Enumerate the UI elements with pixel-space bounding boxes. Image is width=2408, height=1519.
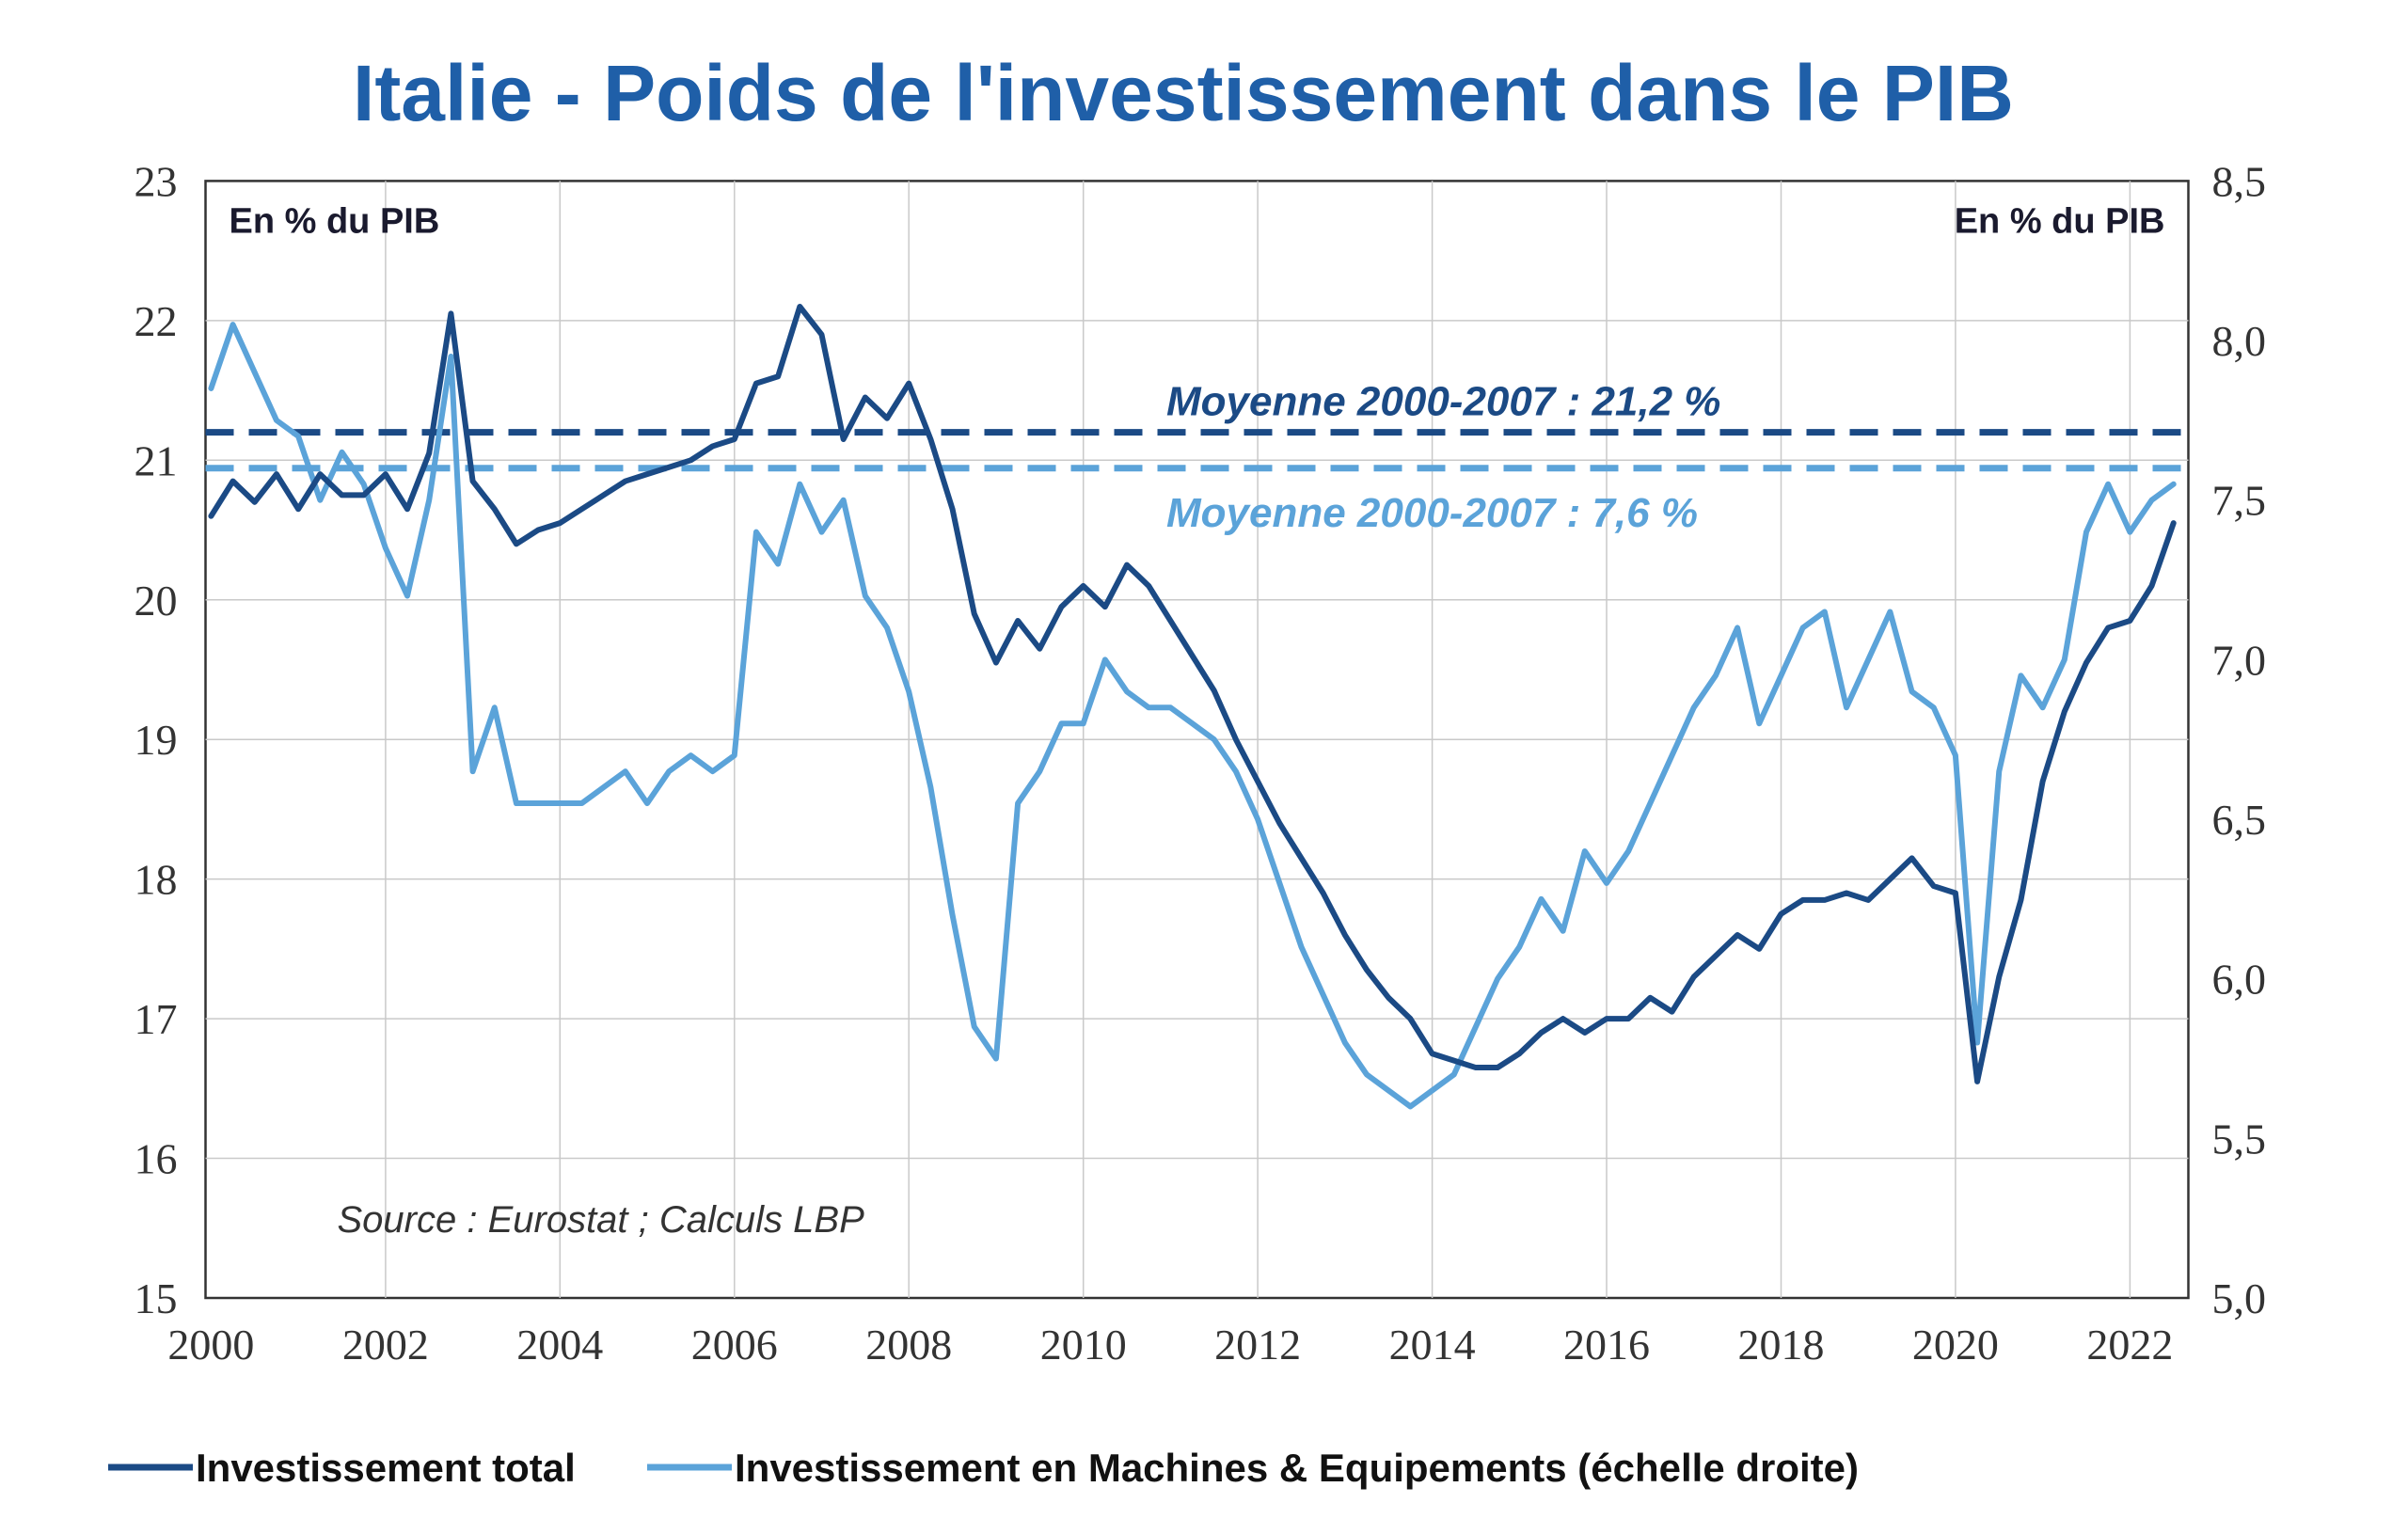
- svg-text:23: 23: [135, 157, 178, 205]
- svg-text:2008: 2008: [865, 1321, 952, 1369]
- svg-text:Investissement en Machines & E: Investissement en Machines & Equipements…: [735, 1446, 1859, 1490]
- svg-text:2010: 2010: [1040, 1321, 1127, 1369]
- svg-text:En % du PIB: En % du PIB: [1955, 201, 2165, 241]
- svg-text:16: 16: [135, 1135, 178, 1183]
- svg-text:19: 19: [135, 716, 178, 764]
- svg-text:22: 22: [135, 297, 178, 345]
- svg-text:Italie - Poids de l'investisse: Italie - Poids de l'investissement dans …: [353, 49, 2014, 137]
- svg-text:2022: 2022: [2086, 1321, 2173, 1369]
- svg-text:8,5: 8,5: [2212, 157, 2267, 205]
- svg-text:2016: 2016: [1563, 1321, 1650, 1369]
- svg-text:2002: 2002: [342, 1321, 429, 1369]
- svg-text:6,5: 6,5: [2212, 796, 2267, 844]
- svg-text:5,5: 5,5: [2212, 1115, 2267, 1163]
- svg-text:8,0: 8,0: [2212, 317, 2267, 365]
- svg-text:2000: 2000: [167, 1321, 254, 1369]
- svg-text:2012: 2012: [1214, 1321, 1301, 1369]
- svg-text:2020: 2020: [1912, 1321, 1999, 1369]
- svg-text:Moyenne 2000-2007 : 7,6 %: Moyenne 2000-2007 : 7,6 %: [1166, 490, 1698, 536]
- svg-text:17: 17: [135, 995, 178, 1043]
- svg-text:7,0: 7,0: [2212, 636, 2267, 684]
- svg-text:2004: 2004: [516, 1321, 603, 1369]
- svg-text:21: 21: [135, 436, 178, 484]
- svg-text:5,0: 5,0: [2212, 1274, 2267, 1322]
- svg-text:18: 18: [135, 856, 178, 904]
- svg-text:Source : Eurostat ; Calculs LB: Source : Eurostat ; Calculs LBP: [338, 1199, 865, 1241]
- svg-text:15: 15: [135, 1274, 178, 1322]
- svg-text:En % du PIB: En % du PIB: [230, 201, 440, 241]
- svg-text:2014: 2014: [1389, 1321, 1476, 1369]
- svg-text:2018: 2018: [1738, 1321, 1825, 1369]
- svg-text:Moyenne 2000-2007 : 21,2 %: Moyenne 2000-2007 : 21,2 %: [1166, 379, 1720, 425]
- svg-text:7,5: 7,5: [2212, 477, 2267, 525]
- svg-text:2006: 2006: [691, 1321, 778, 1369]
- svg-text:20: 20: [135, 577, 178, 625]
- svg-text:6,0: 6,0: [2212, 956, 2267, 1004]
- svg-text:Investissement total: Investissement total: [196, 1446, 576, 1490]
